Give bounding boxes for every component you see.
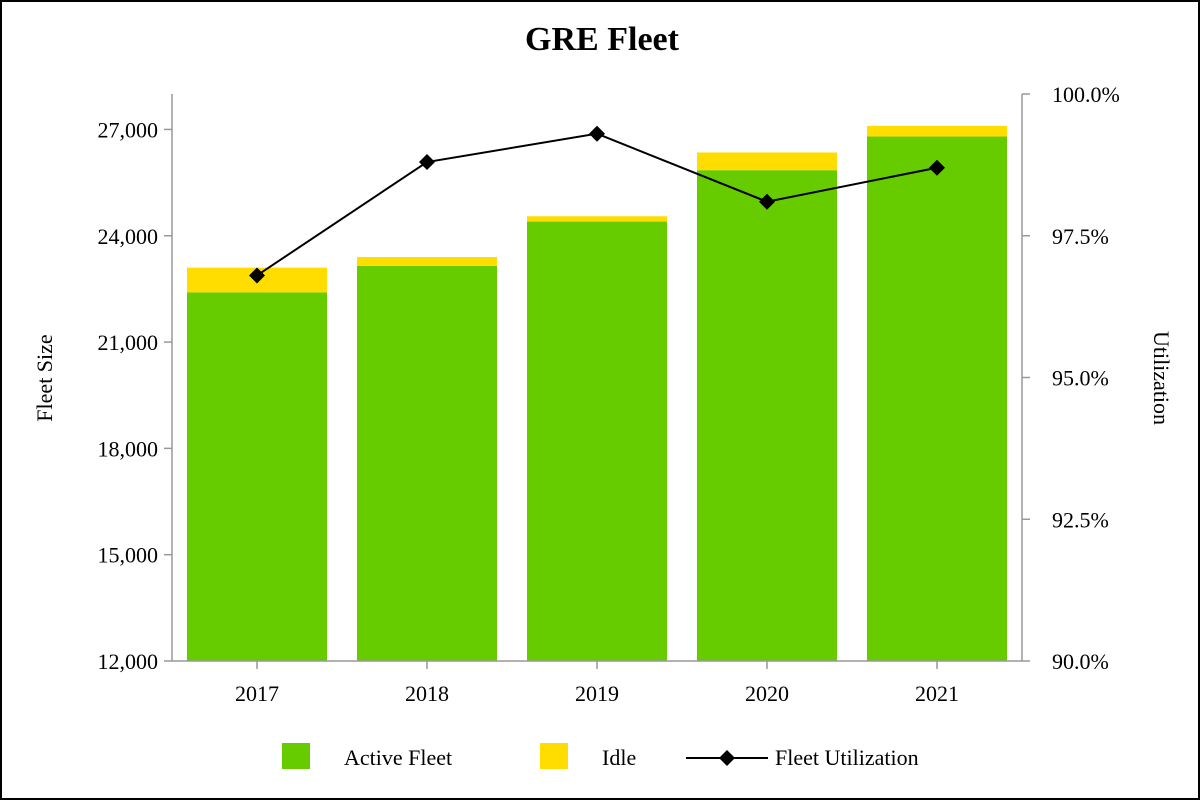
left-tick-label: 12,000 [98,649,159,674]
right-tick-label: 97.5% [1052,224,1109,249]
utilization-marker [589,125,605,142]
bar-idle [527,216,667,222]
left-tick-label: 15,000 [98,543,159,568]
legend: Active Fleet Idle Fleet Utilization [282,743,919,770]
utilization-marker [759,193,775,210]
bar-active-fleet [527,221,667,661]
utilization-line-layer [249,125,945,284]
right-tick-label: 100.0% [1052,82,1120,107]
left-tick-label: 18,000 [98,436,159,461]
bar-active-fleet [697,170,837,662]
right-tick-label: 95.0% [1052,366,1109,391]
legend-label-utilization: Fleet Utilization [775,745,919,770]
chart-title: GRE Fleet [525,21,680,58]
bar-idle [357,257,497,266]
legend-marker-diamond [719,750,735,766]
right-ticks: 90.0% 92.5% 95.0% 97.5% 100.0% [1022,82,1120,674]
bar-idle [867,125,1007,137]
x-tick-label: 2020 [745,681,789,706]
legend-label-idle: Idle [602,745,636,770]
x-tick-label: 2021 [915,681,959,706]
utilization-marker [249,267,265,284]
left-tick-label: 24,000 [98,224,159,249]
legend-swatch-idle [540,743,568,769]
utilization-marker [419,154,435,171]
y-axis-label: Fleet Size [32,334,57,421]
bar-idle [697,152,837,171]
left-tick-label: 27,000 [98,117,159,142]
right-tick-label: 90.0% [1052,649,1109,674]
x-tick-label: 2017 [235,681,279,706]
x-tick-label: 2019 [575,681,619,706]
bar-active-fleet [867,136,1007,661]
x-ticks: 2017 2018 2019 2020 2021 [235,661,959,706]
utilization-marker [929,159,945,176]
legend-label-active: Active Fleet [344,745,452,770]
bar-active-fleet [187,292,327,661]
right-tick-label: 92.5% [1052,507,1109,532]
legend-swatch-active [282,743,310,769]
left-ticks: 12,000 15,000 18,000 21,000 24,000 27,000 [98,117,172,674]
x-tick-label: 2018 [405,681,449,706]
bar-active-fleet [357,265,497,661]
bars-layer [187,125,1007,662]
left-tick-label: 21,000 [98,330,159,355]
y2-axis-label: Utilization [1149,331,1174,425]
